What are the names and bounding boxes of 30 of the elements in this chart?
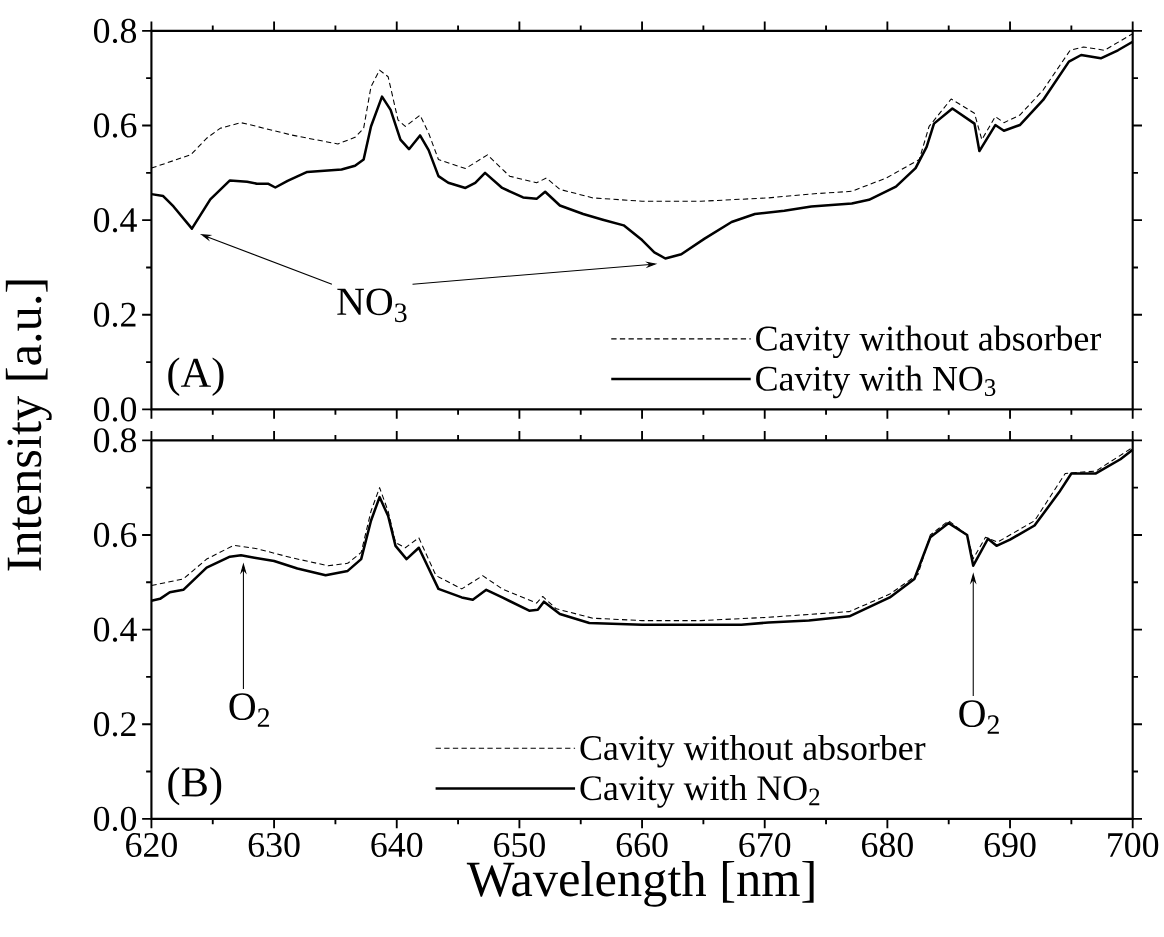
x-tick-label: 660 — [616, 832, 668, 857]
y-tick-label: 0.4 — [93, 617, 137, 642]
annotation: NO$_{3}$ — [337, 288, 407, 322]
x-tick-label: 650 — [494, 832, 545, 857]
annotation: O$_{2}$ — [959, 700, 999, 734]
x-tick-label: 680 — [862, 832, 913, 857]
y-tick-label: 0.2 — [93, 711, 136, 737]
x-tick-label: 670 — [739, 832, 791, 857]
legend-label: Cavity with NO$_{3}$ — [756, 365, 996, 399]
y-tick-label: 0.6 — [93, 522, 137, 547]
x-tick-label: 620 — [126, 832, 177, 857]
x-tick-label: 630 — [248, 832, 300, 857]
y-tick-label: 0.4 — [93, 207, 137, 233]
x-axis-title: Wavelength [nm] — [466, 860, 814, 907]
x-tick-label: 690 — [984, 832, 1036, 857]
y-tick-label: 0.8 — [93, 427, 137, 453]
x-tick-label: 640 — [371, 832, 423, 857]
y-tick-label: 0.0 — [93, 397, 137, 422]
y-tick-label: 0.2 — [93, 302, 136, 327]
annotation: O$_{2}$ — [229, 693, 270, 727]
y-tick-label: 0.0 — [93, 806, 137, 831]
text: (A) — [168, 357, 224, 396]
text: (B) — [168, 766, 222, 806]
legend-label: Cavity without absorber — [580, 734, 926, 768]
x-tick-label: 700 — [1108, 832, 1159, 857]
legend-label: Cavity with NO$_{2}$ — [580, 774, 820, 808]
y-axis-title: Intensity [a.u.] — [5, 280, 52, 571]
legend-label: Cavity without absorber — [756, 325, 1101, 358]
y-tick-label: 0.6 — [93, 113, 137, 138]
y-tick-label: 0.8 — [93, 18, 137, 43]
